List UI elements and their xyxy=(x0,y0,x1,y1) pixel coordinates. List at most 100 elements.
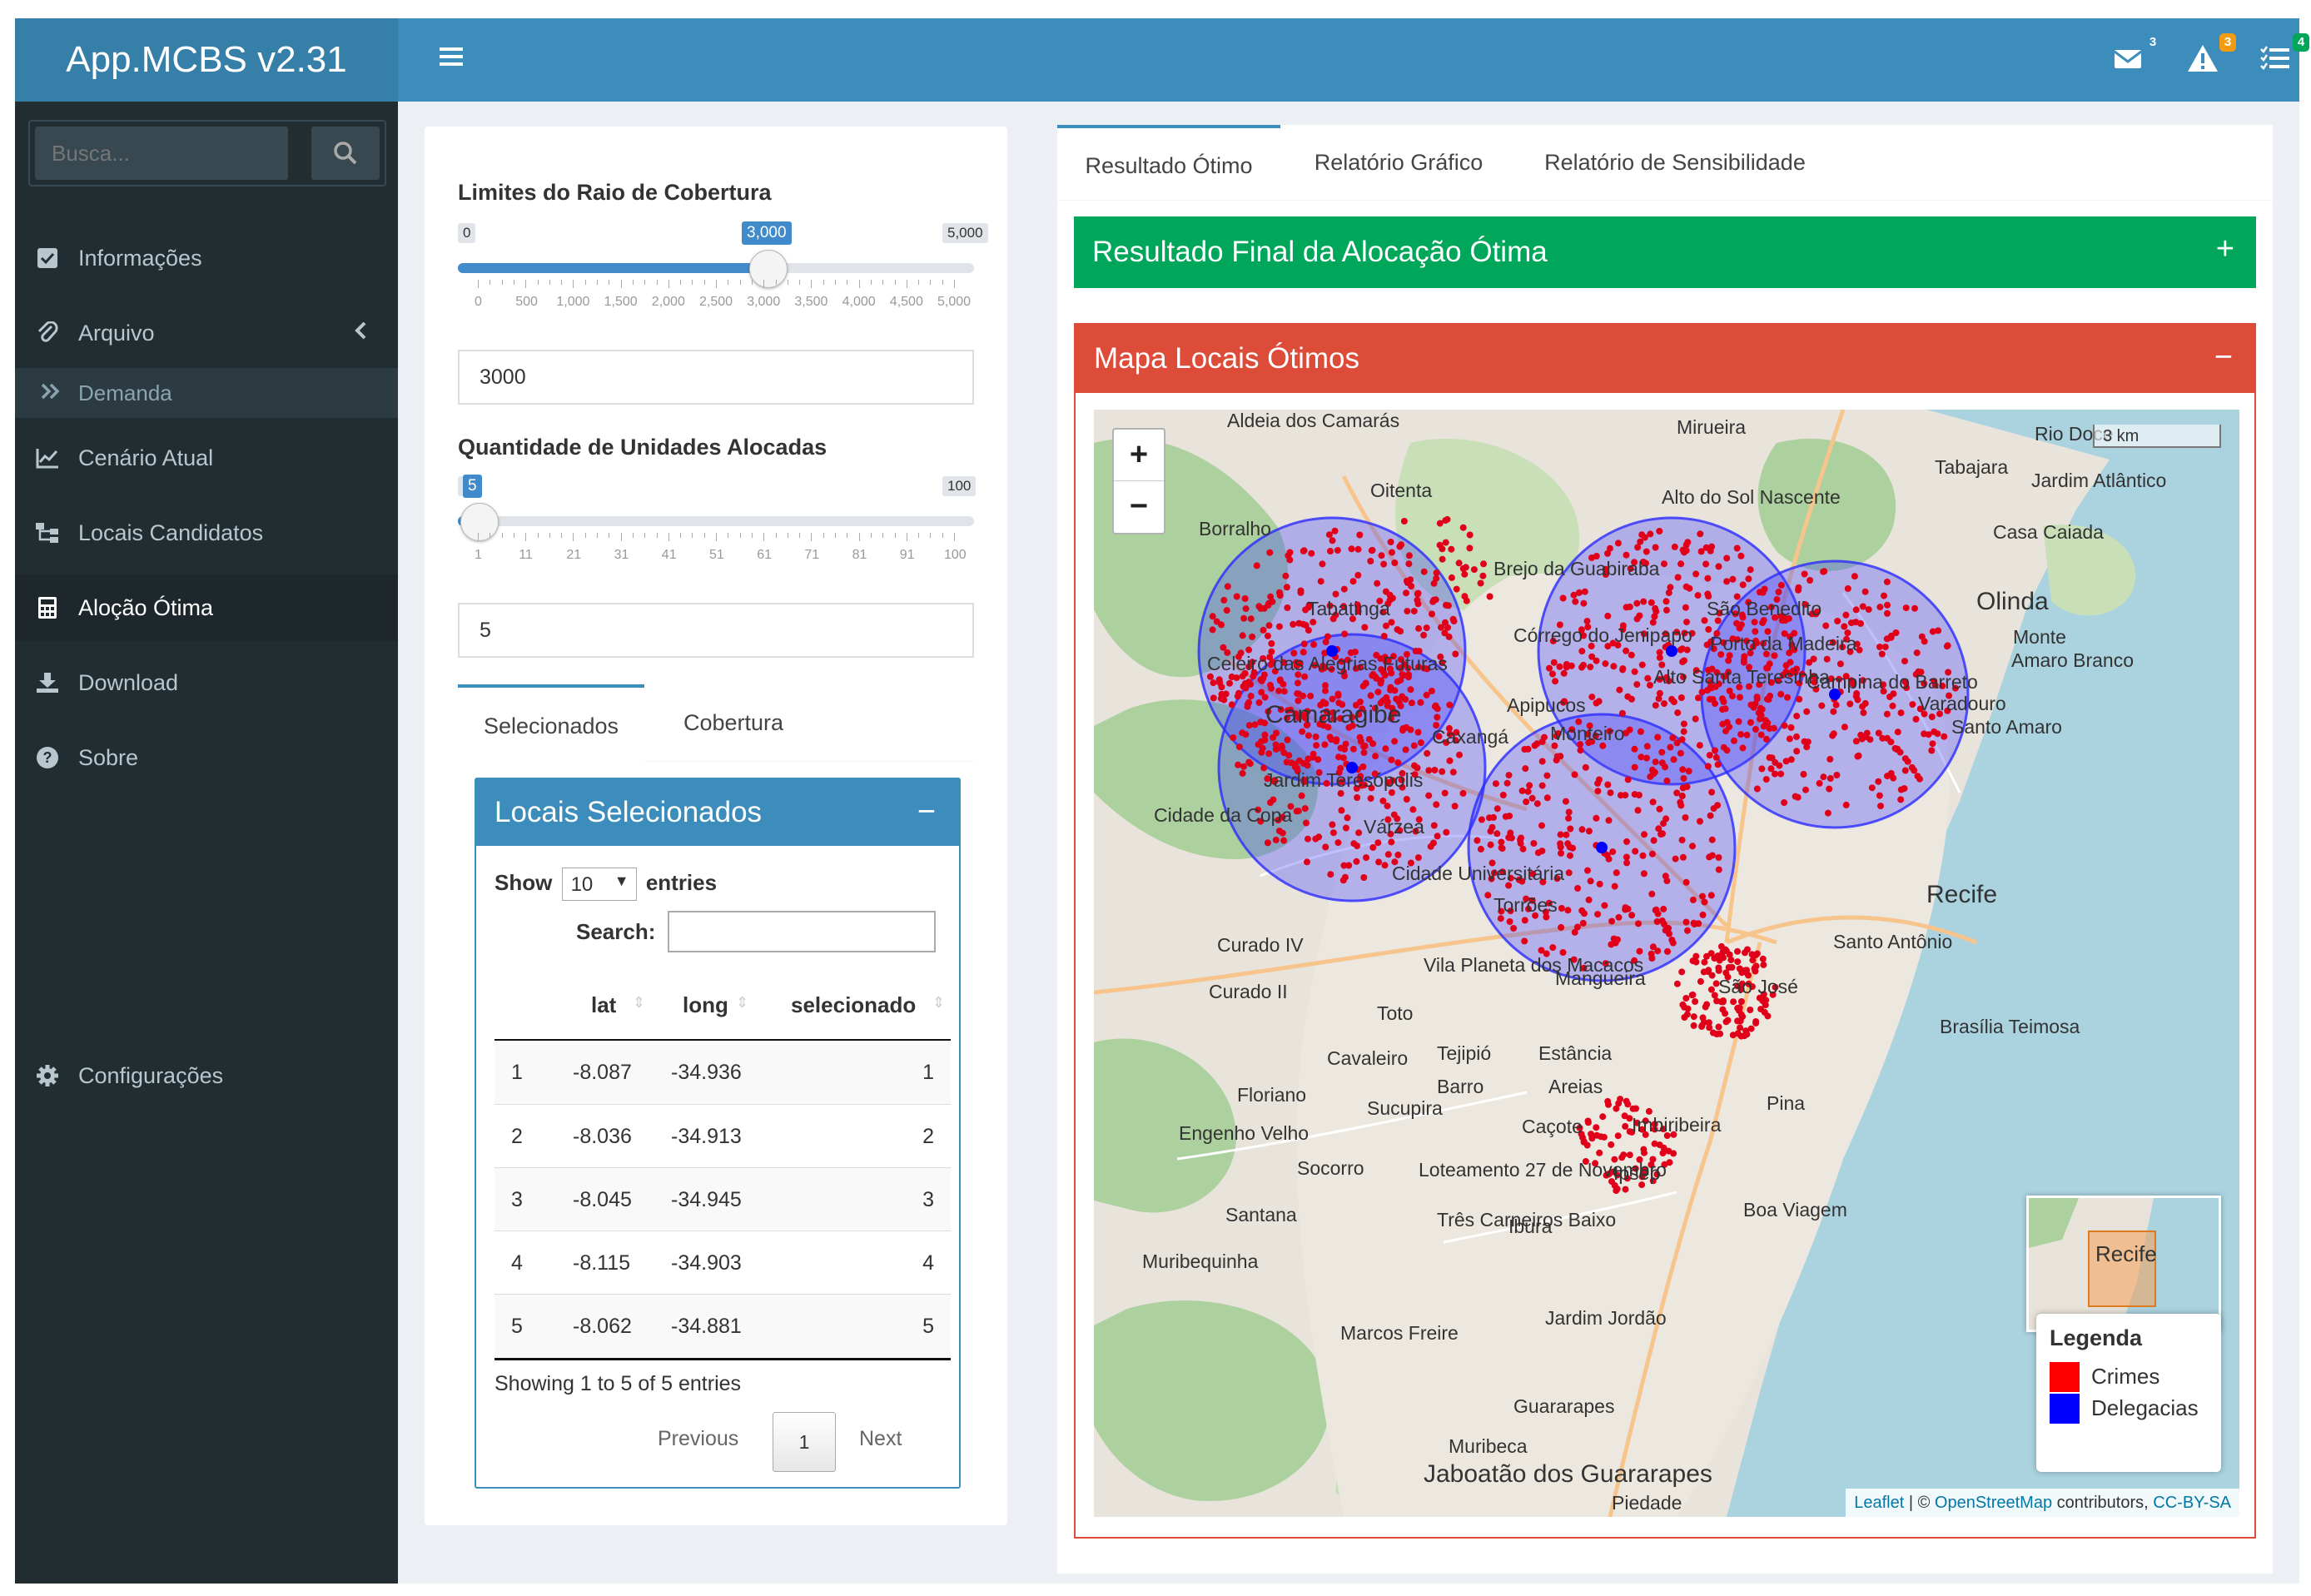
download-icon xyxy=(35,670,60,695)
sidebar-item-download[interactable]: Download xyxy=(15,649,398,716)
units-input[interactable]: 5 xyxy=(458,603,974,658)
col-lat[interactable]: lat xyxy=(591,992,617,1017)
collapse-icon[interactable]: − xyxy=(2214,340,2233,375)
tab-cobertura[interactable]: Cobertura xyxy=(683,709,784,735)
crime-point xyxy=(1588,738,1596,745)
col-selecionado[interactable]: selecionado xyxy=(791,992,917,1017)
sidebar-item-sobre[interactable]: ? Sobre xyxy=(15,724,398,791)
crime-point xyxy=(1435,733,1443,740)
search-input[interactable] xyxy=(35,127,288,180)
crime-point xyxy=(1732,610,1739,618)
minimap-inset[interactable]: Recife xyxy=(2026,1196,2221,1332)
table-row[interactable]: 4 -8.115 -34.903 4 xyxy=(495,1231,951,1295)
col-long[interactable]: long xyxy=(683,992,728,1017)
crime-point xyxy=(1275,623,1283,630)
alerts-icon[interactable]: 3 xyxy=(2186,33,2236,80)
sidebar-subitem-demanda[interactable]: Demanda xyxy=(15,368,398,418)
crime-point xyxy=(1331,527,1339,534)
crime-point xyxy=(1320,713,1327,721)
messages-icon[interactable]: 3 xyxy=(2111,33,2161,80)
table-row[interactable]: 1 -8.087 -34.936 1 xyxy=(495,1041,951,1104)
crime-point xyxy=(1399,671,1406,678)
radius-slider-handle[interactable] xyxy=(749,250,788,288)
table-search-input[interactable] xyxy=(668,911,936,952)
crime-point xyxy=(1305,835,1311,843)
tab-relatorio-sensibilidade[interactable]: Relatório de Sensibilidade xyxy=(1544,149,1806,175)
previous-button[interactable]: Previous xyxy=(658,1427,739,1450)
sidebar-item-locais-candidatos[interactable]: Locais Candidatos xyxy=(15,500,398,566)
crime-point xyxy=(1647,773,1654,780)
crime-point xyxy=(1765,696,1772,704)
crime-point xyxy=(1568,726,1576,733)
entries-select[interactable]: 10 ▼ xyxy=(561,868,637,901)
crime-point xyxy=(1441,789,1449,797)
crime-point xyxy=(1767,604,1775,611)
crime-point xyxy=(1498,838,1505,846)
result-box-header[interactable]: Resultado Final da Alocação Ótima + xyxy=(1074,216,2256,288)
crime-point xyxy=(1747,1007,1754,1013)
crime-point xyxy=(1488,859,1496,867)
crime-point xyxy=(1493,805,1501,813)
osm-link[interactable]: OpenStreetMap xyxy=(1934,1494,2053,1512)
crime-point xyxy=(1623,859,1631,867)
crime-point xyxy=(1788,641,1796,649)
crime-point xyxy=(1588,653,1596,660)
crime-point xyxy=(1623,729,1630,737)
crime-point xyxy=(1716,609,1723,617)
crime-point xyxy=(1240,614,1248,622)
crime-point xyxy=(1763,664,1770,672)
crime-point xyxy=(1250,669,1258,676)
slider-grid-label: 21 xyxy=(566,548,582,562)
table-row[interactable]: 2 -8.036 -34.913 2 xyxy=(495,1104,951,1168)
crime-point xyxy=(1259,744,1266,752)
next-button[interactable]: Next xyxy=(859,1427,902,1450)
slider-grid-label: 1 xyxy=(475,548,482,562)
crime-point xyxy=(1499,868,1506,876)
sidebar-toggle-icon[interactable] xyxy=(435,40,468,73)
collapse-icon[interactable]: − xyxy=(917,794,936,829)
crime-point xyxy=(1361,624,1369,631)
slider-grid-label: 2,500 xyxy=(699,295,733,309)
crime-point xyxy=(1459,565,1467,572)
sidebar-item-alocao-otima[interactable]: Aloção Ótima xyxy=(15,574,398,641)
tab-relatorio-grafico[interactable]: Relatório Gráfico xyxy=(1314,149,1484,175)
units-slider[interactable] xyxy=(458,503,974,541)
crime-point xyxy=(1663,606,1670,614)
tab-resultado-otimo[interactable]: Resultado Ótimo xyxy=(1057,125,1280,203)
expand-icon[interactable]: + xyxy=(2215,231,2234,266)
crime-point xyxy=(1372,753,1379,760)
crime-point xyxy=(1342,740,1349,748)
leaflet-link[interactable]: Leaflet xyxy=(1854,1494,1905,1512)
search-button[interactable] xyxy=(311,127,380,180)
crime-point xyxy=(1663,777,1671,784)
units-max-label: 100 xyxy=(942,476,977,496)
crime-point xyxy=(1724,1017,1732,1024)
sidebar-item-arquivo[interactable]: Arquivo xyxy=(15,300,398,366)
radius-slider[interactable] xyxy=(458,250,974,288)
table-row[interactable]: 5 -8.062 -34.881 5 xyxy=(495,1294,951,1360)
zoom-in-button[interactable]: + xyxy=(1114,430,1164,481)
app-logo[interactable]: App.MCBS v2.31 xyxy=(15,18,398,102)
table-row[interactable]: 3 -8.045 -34.945 3 xyxy=(495,1167,951,1231)
crime-point xyxy=(1345,862,1353,869)
slider-tick xyxy=(525,280,527,288)
page-button[interactable]: 1 xyxy=(773,1412,836,1472)
crime-point xyxy=(1572,598,1579,605)
crime-point xyxy=(1579,1134,1586,1141)
crime-point xyxy=(1729,575,1737,583)
sidebar-item-informacoes[interactable]: Informações xyxy=(15,225,398,291)
map-place-label: Boa Viagem xyxy=(1743,1199,1847,1221)
units-slider-handle[interactable] xyxy=(460,503,499,541)
crime-point xyxy=(1446,701,1454,709)
crime-point xyxy=(1375,858,1383,866)
license-link[interactable]: CC-BY-SA xyxy=(2153,1494,2231,1512)
radius-input[interactable]: 3000 xyxy=(458,350,974,405)
tasks-icon[interactable]: 4 xyxy=(2259,33,2309,80)
tab-selecionados[interactable]: Selecionados xyxy=(458,684,644,764)
sidebar-item-configuracoes[interactable]: Configurações xyxy=(15,1042,398,1109)
crime-point xyxy=(1549,637,1557,644)
zoom-out-button[interactable]: − xyxy=(1129,489,1149,524)
sidebar-item-cenario-atual[interactable]: Cenário Atual xyxy=(15,425,398,491)
cell-index: 3 xyxy=(511,1188,523,1211)
leaflet-map[interactable]: Aldeia dos Camarás Mirueira Rio Doce Tabaja… xyxy=(1094,410,2239,1517)
